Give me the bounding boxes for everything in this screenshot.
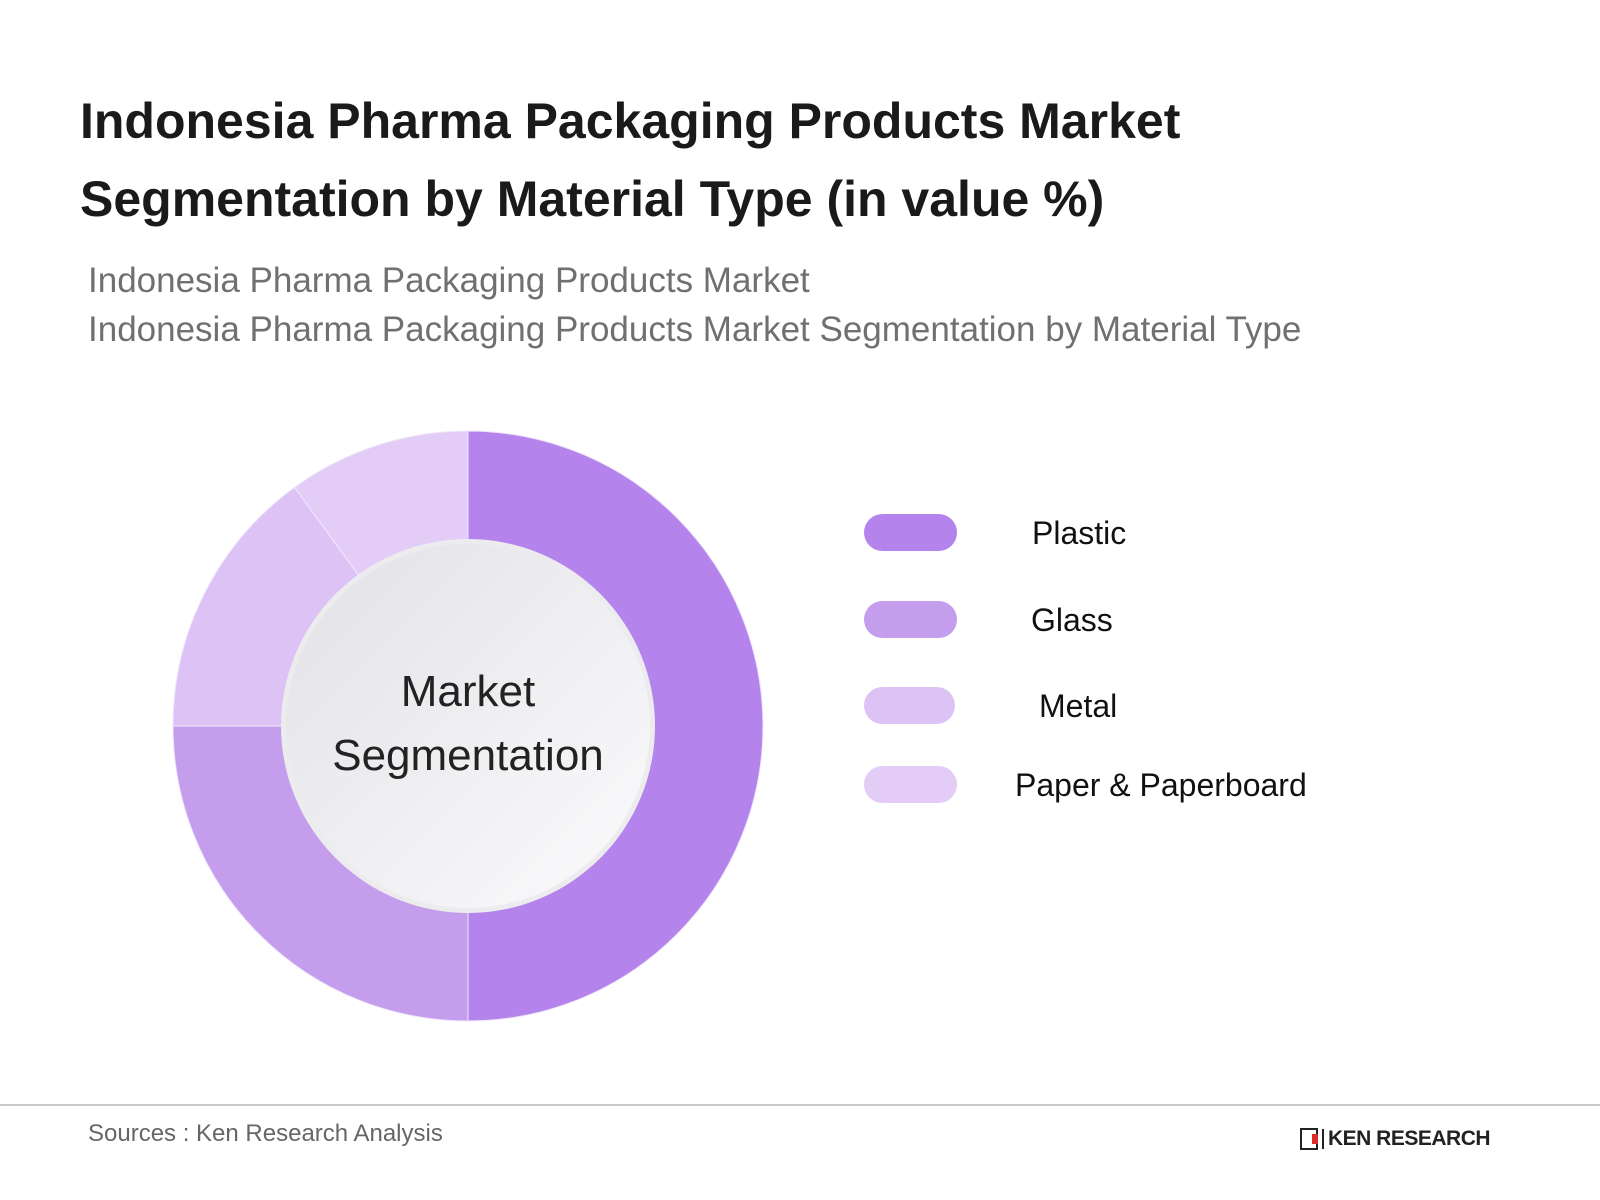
- legend-label: Metal: [1039, 688, 1118, 724]
- legend-swatch: [864, 514, 957, 551]
- legend-label: Plastic: [1032, 515, 1127, 551]
- title-line: Segmentation by Material Type (in value …: [80, 171, 1105, 227]
- center-label: Market Segmentation: [293, 660, 643, 788]
- center-label-line: Market: [400, 667, 536, 716]
- center-label-line: Segmentation: [332, 731, 604, 780]
- chart-title: Indonesia Pharma Packaging Products Mark…: [80, 82, 1180, 238]
- logo-text: KEN RESEARCH: [1328, 1127, 1491, 1150]
- title-line: Indonesia Pharma Packaging Products Mark…: [80, 93, 1181, 149]
- subtitle-line: Indonesia Pharma Packaging Products Mark…: [88, 310, 1302, 349]
- subtitle-line: Indonesia Pharma Packaging Products Mark…: [88, 261, 810, 300]
- legend-swatch: [864, 601, 957, 638]
- legend-item-paper: Paper & Paperboard: [864, 766, 1344, 804]
- legend-item-metal: Metal: [864, 687, 1344, 725]
- legend-item-plastic: Plastic: [864, 514, 1344, 552]
- logo-mark-icon: [1300, 1128, 1318, 1150]
- chart-subtitle: Indonesia Pharma Packaging Products Mark…: [88, 256, 1301, 354]
- ken-research-logo: KEN RESEARCH: [1300, 1126, 1491, 1152]
- legend-swatch: [864, 766, 957, 803]
- source-note: Sources : Ken Research Analysis: [88, 1120, 443, 1147]
- legend-item-glass: Glass: [864, 601, 1344, 639]
- legend-label: Glass: [1031, 602, 1113, 638]
- legend-swatch: [864, 687, 955, 724]
- footer-divider: [0, 1104, 1600, 1106]
- logo-separator: [1322, 1129, 1324, 1149]
- center-circle: [286, 544, 650, 908]
- legend-label: Paper & Paperboard: [1015, 767, 1307, 803]
